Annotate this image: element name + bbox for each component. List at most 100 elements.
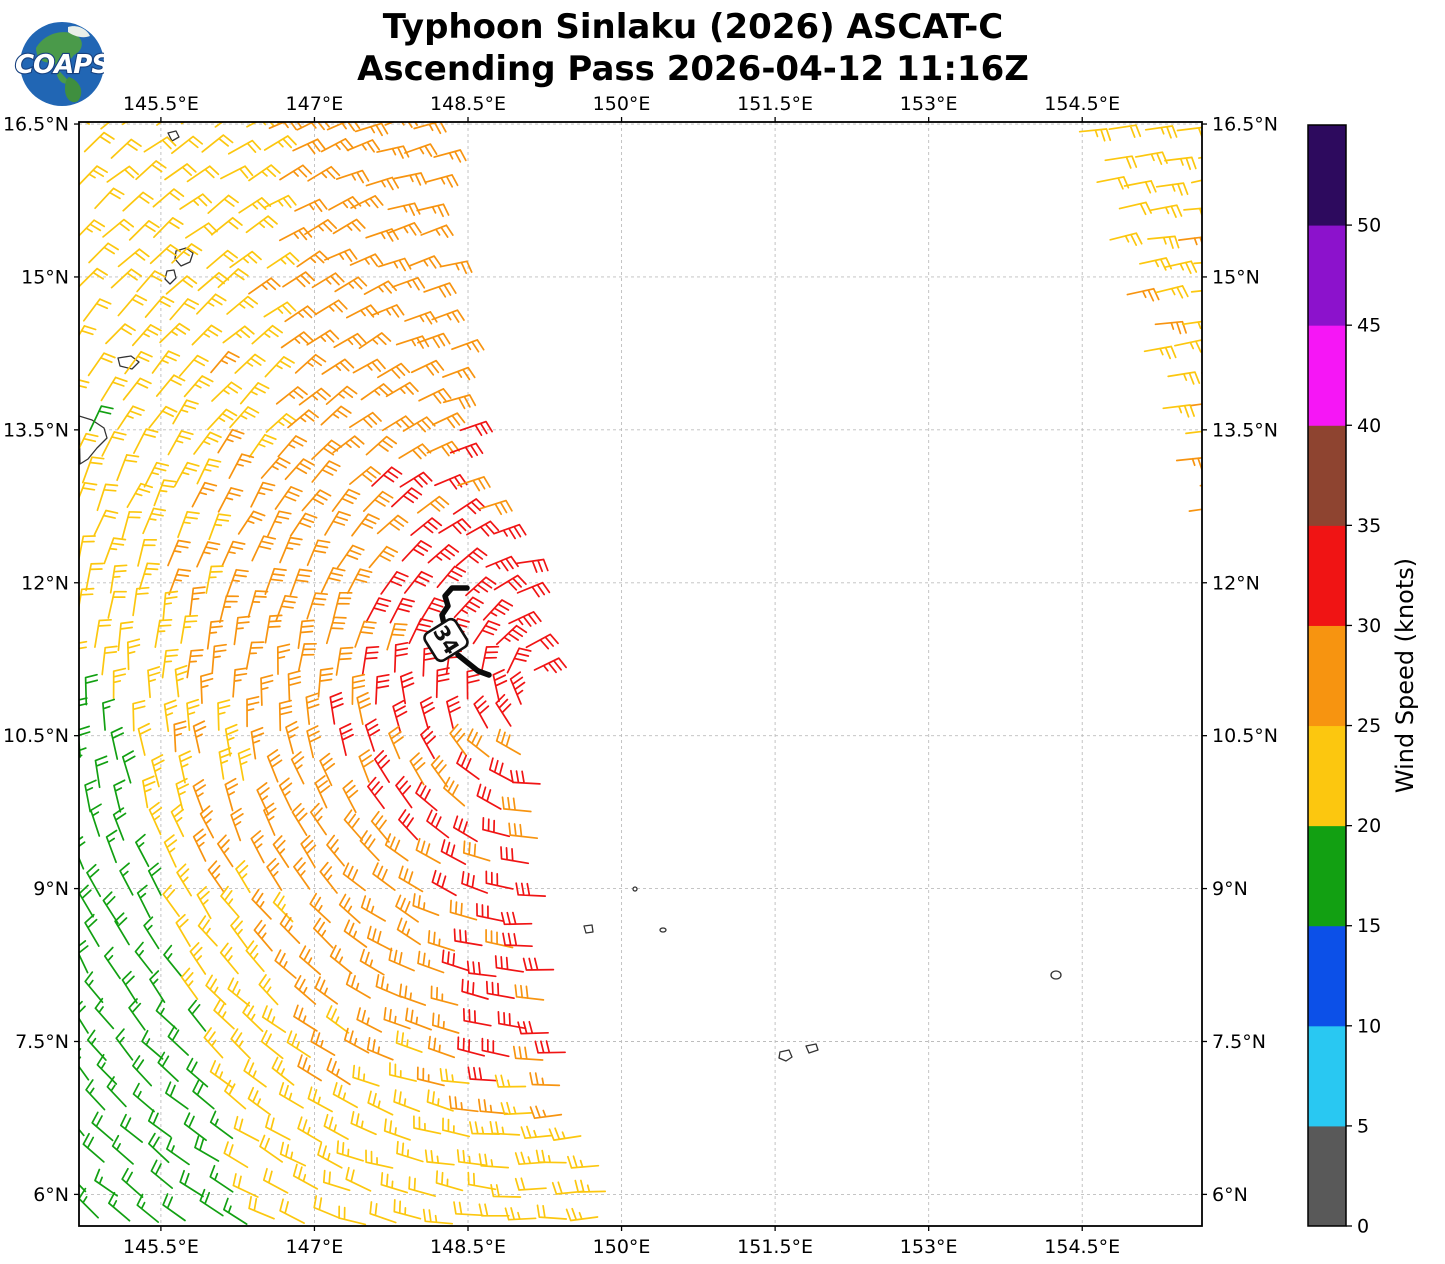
wind-barb xyxy=(476,903,505,923)
colorbar-segment xyxy=(1308,525,1346,626)
wind-barb xyxy=(342,779,359,814)
wind-barb xyxy=(230,1028,251,1060)
wind-barb xyxy=(142,775,156,809)
wind-barb xyxy=(79,1048,90,1081)
wind-barb xyxy=(103,537,127,565)
lon-tick-label-bottom: 153°E xyxy=(900,1236,958,1258)
wind-barb xyxy=(490,1183,522,1198)
wind-barb xyxy=(237,748,252,781)
wind-barb xyxy=(293,1004,318,1032)
wind-barb xyxy=(375,974,403,998)
wind-barb xyxy=(427,930,456,952)
wind-barb xyxy=(479,499,513,516)
wind-barb xyxy=(151,754,165,788)
wind-barb xyxy=(279,536,303,564)
wind-barb xyxy=(1134,151,1168,165)
wind-barb xyxy=(79,481,98,500)
wind-barb xyxy=(117,621,134,652)
wind-barb xyxy=(393,1199,422,1220)
wind-barb xyxy=(180,614,199,644)
wind-barb xyxy=(106,165,139,183)
wind-barb xyxy=(412,893,440,917)
wind-barb xyxy=(436,565,467,589)
wind-barb xyxy=(433,149,467,163)
island-farallon xyxy=(167,130,180,142)
lat-tick-label-right: 6°N xyxy=(1212,1184,1248,1206)
wind-barb xyxy=(482,599,514,621)
wind-barb xyxy=(79,1187,99,1219)
wind-barb xyxy=(230,915,248,949)
wind-barb xyxy=(350,1110,377,1136)
wind-barb xyxy=(223,1197,248,1225)
wind-barb xyxy=(322,1169,351,1192)
wind-barb xyxy=(121,510,143,539)
wind-barb xyxy=(311,439,343,460)
wind-barb xyxy=(377,362,411,379)
wind-barb xyxy=(438,518,472,535)
wind-barb xyxy=(248,433,277,458)
wind-barb xyxy=(112,807,127,841)
wind-barb xyxy=(196,886,212,920)
wind-barb xyxy=(214,122,243,128)
wind-barb xyxy=(165,275,198,295)
wind-barb xyxy=(376,514,409,535)
wind-barb xyxy=(363,280,397,295)
wind-barb xyxy=(163,699,178,733)
wind-barb xyxy=(132,1082,155,1113)
wind-barb xyxy=(246,695,260,728)
wind-barb xyxy=(401,540,432,562)
wind-barb xyxy=(248,1195,275,1220)
wind-barb xyxy=(426,809,450,839)
wind-barb xyxy=(82,298,112,322)
lat-tick-label-left: 15°N xyxy=(21,266,69,288)
wind-barb xyxy=(196,293,227,315)
wind-barb xyxy=(1104,155,1138,169)
wind-barb xyxy=(352,358,386,374)
wind-barb xyxy=(326,1057,351,1086)
wind-barb xyxy=(502,932,533,948)
wind-barb xyxy=(186,649,204,679)
wind-barb xyxy=(332,591,353,620)
wind-barb xyxy=(435,1170,464,1192)
wind-barb xyxy=(405,1007,432,1031)
wind-barb xyxy=(399,471,433,488)
wind-barb xyxy=(529,1105,563,1120)
wind-barb xyxy=(366,925,393,952)
wind-barb xyxy=(343,809,364,841)
wind-barb xyxy=(345,304,380,319)
wind-barb xyxy=(294,353,327,374)
wind-barb xyxy=(217,699,231,731)
wind-barb xyxy=(461,870,489,894)
wind-barb xyxy=(349,411,382,429)
wind-barb xyxy=(196,458,222,485)
wind-barb xyxy=(101,645,118,676)
wind-barb xyxy=(1109,232,1143,246)
wind-barb xyxy=(258,974,279,1006)
wind-barb xyxy=(423,282,457,298)
wind-barb xyxy=(192,720,207,754)
lat-tick-label-right: 7.5°N xyxy=(1212,1031,1266,1053)
wind-barb xyxy=(262,1167,289,1194)
wind-barb xyxy=(1200,372,1202,374)
wind-barb xyxy=(147,862,162,896)
wind-barb xyxy=(209,1110,234,1140)
wind-barb xyxy=(1190,403,1202,407)
wind-barb xyxy=(419,597,447,623)
wind-barb xyxy=(508,611,542,627)
wind-barb xyxy=(278,1082,304,1109)
wind-barb xyxy=(91,1111,114,1142)
wind-barb xyxy=(110,726,125,760)
lat-tick-label-right: 15°N xyxy=(1212,266,1260,288)
wind-barb xyxy=(250,830,265,864)
lon-tick-label-top: 154.5°E xyxy=(1044,93,1120,115)
wind-barb xyxy=(152,188,185,208)
wind-barb xyxy=(103,946,121,980)
wind-barb xyxy=(453,928,483,947)
wind-barb xyxy=(431,1012,460,1034)
wind-barb xyxy=(224,1079,247,1110)
wind-barb xyxy=(383,1118,411,1141)
wind-barb xyxy=(398,809,419,841)
wind-barb xyxy=(465,576,497,597)
wind-barb xyxy=(83,131,115,153)
wind-barb xyxy=(480,645,500,675)
